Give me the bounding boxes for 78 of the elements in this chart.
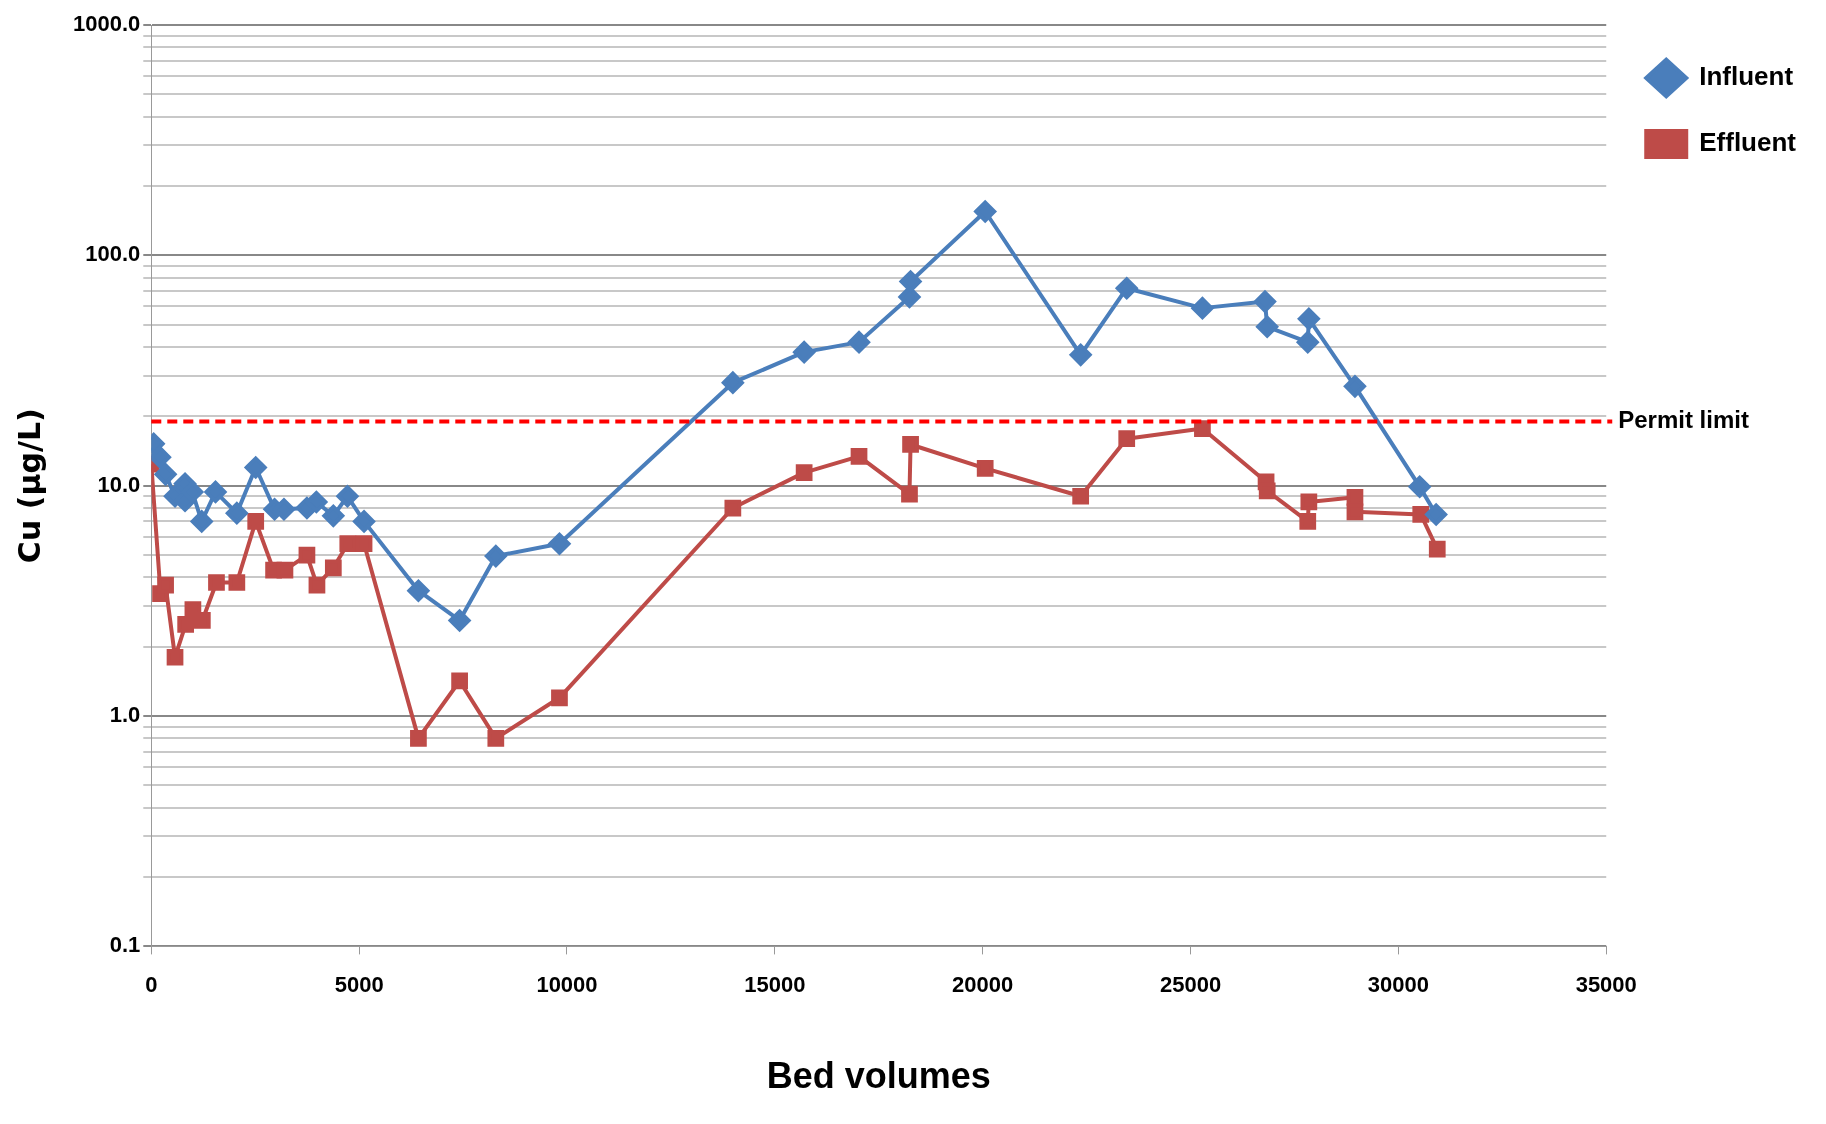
point	[225, 502, 248, 525]
point	[848, 331, 871, 354]
point	[548, 532, 571, 555]
x-tick-label: 10000	[536, 971, 598, 997]
point	[177, 616, 195, 633]
point	[1297, 307, 1320, 330]
point	[154, 463, 177, 486]
point	[850, 448, 868, 465]
point	[901, 485, 918, 503]
point	[339, 535, 357, 553]
point	[1253, 290, 1276, 313]
point	[190, 510, 213, 533]
point	[1072, 487, 1090, 505]
point	[976, 459, 994, 477]
point	[487, 730, 505, 747]
x-tick-label: 15000	[744, 971, 806, 997]
point	[1300, 493, 1318, 511]
point	[208, 574, 225, 591]
point	[1069, 343, 1092, 366]
legend-label: Effluent	[1699, 127, 1797, 158]
ref-line-label: Permit limit	[1618, 406, 1749, 434]
y-tick-label: 100.0	[85, 241, 141, 267]
point	[1258, 482, 1276, 500]
point	[974, 200, 997, 223]
x-tick-label: 0	[145, 971, 158, 997]
point	[193, 612, 211, 629]
point	[1408, 475, 1431, 498]
point	[244, 456, 267, 479]
point	[324, 559, 342, 577]
point	[902, 436, 919, 453]
point	[298, 546, 316, 564]
point	[1118, 430, 1136, 448]
point	[410, 730, 427, 747]
point	[204, 480, 227, 503]
point	[247, 513, 265, 530]
x-axis-title: Bed volumes	[766, 1055, 991, 1097]
point	[166, 648, 184, 666]
x-tick-label: 35000	[1575, 971, 1637, 997]
x-tick-label: 25000	[1159, 971, 1222, 997]
point	[228, 574, 246, 591]
y-tick-label: 10.0	[97, 471, 141, 497]
point	[793, 341, 816, 364]
point	[1115, 277, 1138, 300]
point	[1425, 503, 1448, 526]
point	[1343, 375, 1366, 398]
point	[336, 485, 359, 508]
point	[407, 579, 430, 602]
y-tick-label: 1000.0	[72, 11, 141, 37]
legend-label: Influent	[1699, 61, 1794, 92]
y-tick-label: 1.0	[109, 702, 141, 728]
point	[1194, 420, 1211, 437]
point	[305, 490, 328, 513]
point	[1346, 503, 1364, 521]
x-tick-label: 20000	[952, 971, 1014, 997]
y-axis-title: Cu (µg/L)	[11, 408, 47, 564]
point	[157, 576, 174, 594]
point	[355, 535, 373, 553]
point	[484, 545, 507, 568]
point	[1299, 513, 1317, 530]
x-tick-label: 5000	[334, 971, 384, 997]
x-tick-label: 30000	[1367, 971, 1429, 997]
point	[308, 576, 326, 594]
point	[551, 689, 568, 707]
point	[353, 510, 376, 533]
point	[1412, 506, 1430, 523]
point	[795, 464, 813, 481]
point	[1428, 540, 1446, 558]
point	[899, 270, 922, 293]
point	[322, 504, 345, 527]
point	[1191, 297, 1214, 320]
point	[724, 499, 742, 517]
point	[276, 561, 294, 579]
point	[1256, 315, 1279, 338]
point	[451, 672, 468, 690]
point	[721, 371, 744, 394]
point	[1296, 331, 1319, 354]
point	[448, 609, 471, 632]
y-tick-label: 0.1	[109, 932, 141, 958]
